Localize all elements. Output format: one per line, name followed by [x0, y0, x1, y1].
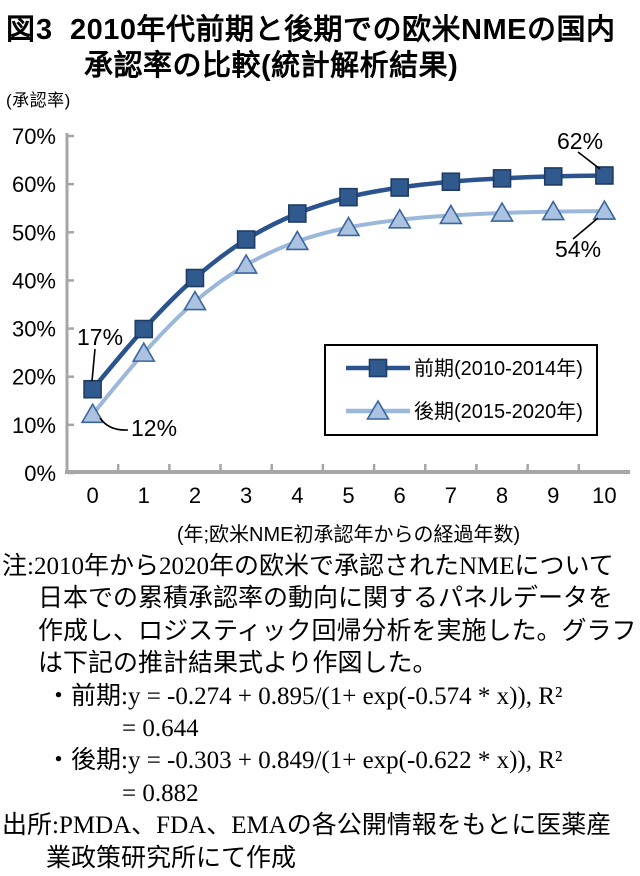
x-tick-label: 0	[86, 483, 98, 508]
note-formula-zenki: ・前期:y = -0.274 + 0.895/(1+ exp(-0.574 * …	[46, 682, 563, 710]
series-marker-zenki	[492, 169, 512, 188]
annotation-leader	[572, 217, 599, 240]
note-formula-zenki-r2: = 0.644	[122, 715, 199, 743]
series-marker-zenki	[236, 230, 256, 249]
x-tick-label: 4	[291, 483, 303, 508]
y-tick-label: 10%	[12, 413, 56, 438]
y-tick-label: 20%	[12, 365, 56, 390]
series-marker-kouki	[541, 199, 566, 221]
note-formula-kouki-r2: = 0.882	[122, 779, 199, 807]
approval-rate-line-chart: 0% 10% 20% 30% 40% 50% 60% 70% 0 1 2 3 4 5 6 7 8 9 10 (年;欧米…	[12, 124, 630, 546]
note-line: 日本での累積承認率の動向に関するパネルデータを	[38, 585, 614, 613]
legend-label-kouki: 後期(2015-2020年)	[414, 400, 583, 423]
x-axis-caption: (年;欧米NME初承認年からの経過年数)	[177, 523, 520, 546]
series-marker-zenki	[83, 379, 102, 399]
note-line: 作成し、ロジスティック回帰分析を実施した。グラフ	[38, 617, 637, 645]
x-tick-label: 7	[445, 483, 457, 508]
y-tick-label: 0%	[24, 461, 56, 486]
note-line: 注:2010年から2020年の欧米で承認されたNMEについて	[2, 553, 614, 580]
series-marker-zenki	[595, 166, 614, 185]
x-tick-label: 1	[138, 483, 150, 508]
legend-marker-zenki	[368, 358, 388, 378]
note-formula-kouki: ・後期:y = -0.303 + 0.849/(1+ exp(-0.622 * …	[46, 747, 563, 775]
y-tick-label: 70%	[12, 124, 56, 149]
series-marker-kouki	[592, 199, 617, 220]
x-tick-label: 9	[547, 483, 559, 508]
series-marker-kouki	[336, 215, 361, 237]
series-marker-kouki	[183, 290, 207, 311]
series-marker-kouki	[131, 341, 156, 362]
x-tick-label: 10	[592, 483, 616, 508]
figure-number: 図3	[6, 14, 54, 46]
x-tick-label: 2	[189, 483, 201, 508]
figure-title-line1: 2010年代前期と後期での欧米NMEの国内	[70, 14, 616, 46]
series-marker-kouki	[234, 253, 259, 274]
legend-marker-kouki	[366, 399, 390, 420]
series-marker-zenki	[288, 204, 307, 223]
series-marker-kouki	[438, 203, 463, 225]
x-tick-label: 5	[342, 483, 354, 508]
series-marker-kouki	[387, 208, 412, 229]
series-marker-zenki	[390, 178, 409, 197]
series-marker-zenki	[185, 268, 205, 288]
note-line: は下記の推計結果式より作図した。	[38, 650, 438, 678]
figure-title-line2: 承認率の比較(統計解析結果)	[84, 50, 459, 82]
annotation-label: 62%	[557, 128, 603, 154]
series-marker-zenki	[441, 172, 461, 192]
x-tick-label: 3	[240, 483, 252, 508]
annotation-leader	[99, 417, 129, 431]
series-marker-zenki	[134, 319, 154, 339]
x-tick-label: 6	[394, 483, 406, 508]
y-tick-label: 30%	[12, 317, 56, 342]
legend-label-zenki: 前期(2010-2014年)	[414, 357, 583, 380]
x-tick-label: 8	[496, 483, 508, 508]
series-marker-kouki	[490, 201, 514, 222]
annotation-leader	[577, 151, 601, 170]
annotation-leader	[91, 348, 96, 382]
annotation-label: 17%	[77, 324, 123, 350]
y-tick-label: 60%	[12, 172, 56, 197]
y-tick-label: 50%	[12, 220, 56, 245]
series-marker-kouki	[285, 229, 310, 251]
annotation-label: 12%	[131, 415, 177, 441]
figure-notes: 注:2010年から2020年の欧米で承認されたNMEについて 日本での累積承認率…	[0, 551, 640, 875]
series-marker-zenki	[339, 187, 358, 207]
source-line: 業政策研究所にて作成	[46, 844, 297, 872]
series-marker-kouki	[80, 402, 105, 424]
series-marker-zenki	[543, 167, 563, 186]
y-tick-label: 40%	[12, 268, 56, 293]
source-line: 出所:PMDA、FDA、EMAの各公開情報をもとに医薬産	[2, 812, 612, 840]
y-axis-unit-label: (承認率)	[6, 91, 71, 110]
annotation-label: 54%	[555, 236, 601, 262]
